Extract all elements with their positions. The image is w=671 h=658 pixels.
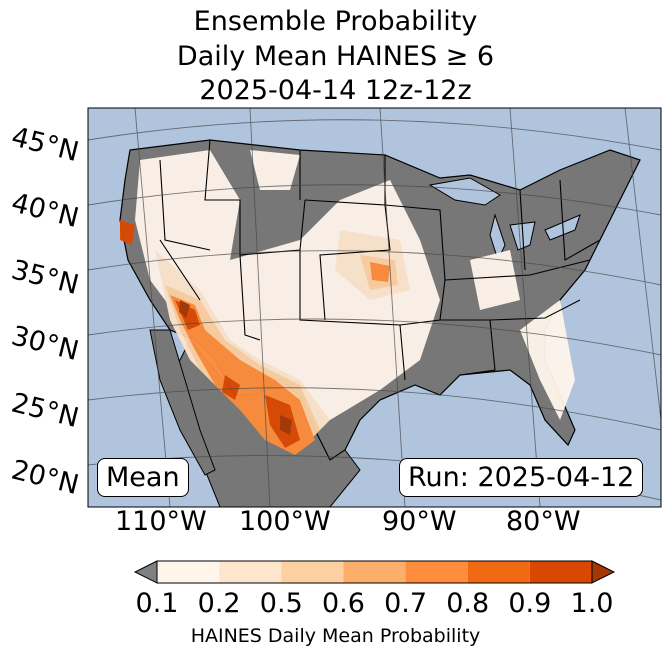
map-title-line-2: Daily Mean HAINES ≥ 6 <box>176 41 495 72</box>
colorbar-label: HAINES Daily Mean Probability <box>190 625 481 647</box>
graticule <box>88 108 661 507</box>
colorbar-tick-label: 0.1 <box>135 588 179 619</box>
colorbar-tick-label: 1.0 <box>570 588 614 619</box>
colorbar-tick-label: 0.5 <box>259 588 303 619</box>
state-boundaries <box>159 139 601 381</box>
lon-label-90: 90°W <box>382 506 457 537</box>
map-title-line-1: Ensemble Probability <box>193 6 478 37</box>
colorbar-segment <box>157 561 220 583</box>
map-title-line-3: 2025-04-14 12z-12z <box>199 75 472 106</box>
baja-peninsula <box>149 329 216 476</box>
lon-label-80: 80°W <box>506 506 581 537</box>
probability-field <box>120 150 575 455</box>
colorbar-tick-label: 0.2 <box>197 588 241 619</box>
colorbar-segment <box>529 561 592 583</box>
colorbar-segment <box>219 561 282 583</box>
lon-label-100: 100°W <box>239 506 331 537</box>
colorbar <box>133 560 616 584</box>
colorbar-tick-label: 0.9 <box>508 588 552 619</box>
colorbar-segment <box>405 561 468 583</box>
colorbar-over-triangle <box>591 560 616 584</box>
colorbar-frame <box>156 560 593 584</box>
colorbar-tick-label: 0.6 <box>321 588 365 619</box>
map-frame <box>87 107 662 508</box>
colorbar-tick-label: 0.7 <box>384 588 428 619</box>
colorbar-tick-label: 0.8 <box>446 588 490 619</box>
colorbar-segment <box>281 561 344 583</box>
lon-label-110: 110°W <box>115 506 207 537</box>
colorbar-segment <box>467 561 530 583</box>
prob-1.0-region <box>179 300 292 435</box>
colorbar-segment <box>343 561 406 583</box>
run-date-label: Run: 2025-04-12 <box>399 458 644 497</box>
mean-label: Mean <box>97 458 189 497</box>
colorbar-under-triangle <box>133 560 158 584</box>
